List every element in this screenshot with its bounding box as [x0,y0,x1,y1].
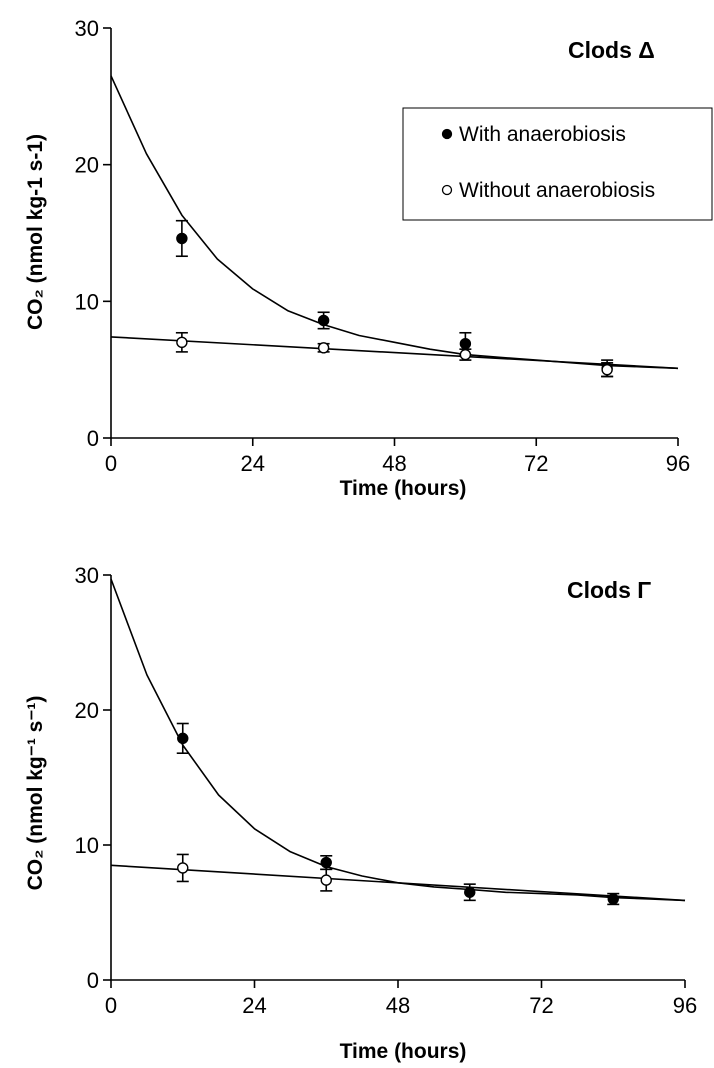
y-tick-label: 30 [75,563,99,588]
chart-panel-clods-gamma: Clods Γ 0 10 20 30 0 24 48 72 96 Time (hours) CO… [24,563,697,1063]
point-without-anaerobiosis [177,862,189,874]
y-tick-label: 20 [75,153,99,178]
fit-curve-without-anaerobiosis [110,336,679,370]
x-tick-label: 48 [386,993,410,1018]
point-with-anaerobiosis [317,314,330,327]
legend-label-with-anaerobiosis: With anaerobiosis [459,123,626,146]
y-tick-label: 0 [87,968,99,993]
y-tick-label: 30 [75,16,99,41]
x-tick-label: 72 [524,451,548,476]
plot-area: 0 10 20 30 0 24 48 72 96 [75,16,691,476]
fit-curve-without-anaerobiosis [110,864,686,902]
legend: With anaerobiosis Without anaerobiosis [402,107,713,221]
point-with-anaerobiosis [464,886,476,898]
x-tick-label: 48 [382,451,406,476]
point-with-anaerobiosis [320,856,332,869]
legend-marker-filled [441,128,453,140]
point-with-anaerobiosis [177,732,189,745]
fit-curve-with-anaerobiosis [110,578,686,902]
point-without-anaerobiosis [601,363,613,376]
plot-area: 0 10 20 30 0 24 48 72 96 [75,563,698,1018]
x-tick-label: 96 [666,451,690,476]
chart-title: Clods Γ [567,577,651,603]
y-tick-label: 10 [75,833,99,858]
x-tick-label: 24 [241,451,265,476]
chart-title: Clods Δ [568,37,655,63]
x-tick-label: 96 [673,993,697,1018]
point-without-anaerobiosis [317,342,330,354]
y-tick-label: 0 [87,426,99,451]
x-tick-label: 72 [529,993,553,1018]
legend-label-without-anaerobiosis: Without anaerobiosis [459,179,655,202]
point-with-anaerobiosis [459,338,472,350]
point-without-anaerobiosis [320,874,332,886]
point-without-anaerobiosis [176,336,188,349]
y-tick-label: 10 [75,289,99,314]
x-axis-title: Time (hours) [340,477,467,500]
legend-box [402,107,713,221]
y-tick-label: 20 [75,698,99,723]
x-axis-title: Time (hours) [340,1040,467,1063]
x-tick-label: 24 [242,993,266,1018]
y-axis-title: CO₂ (nmol kg-1 s-1) [24,134,47,330]
x-tick-label: 0 [105,451,117,476]
legend-marker-open [441,184,453,196]
y-axis-title: CO₂ (nmol kg⁻¹ s⁻¹) [24,696,47,891]
point-without-anaerobiosis [459,348,472,361]
x-tick-label: 0 [105,993,117,1018]
chart-panel-clods-delta: Clods Δ 0 10 20 30 0 24 48 72 96 Time (hours) CO… [24,16,713,500]
point-with-anaerobiosis [176,232,188,245]
